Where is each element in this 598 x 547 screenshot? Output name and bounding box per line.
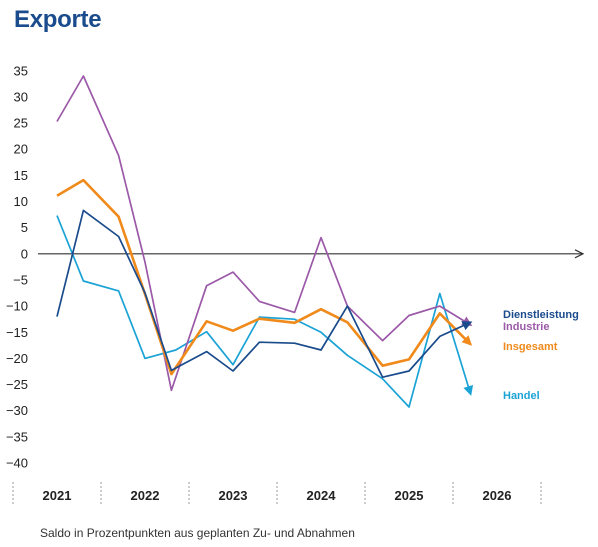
series-labels: Handel Industrie Insgesamt Dienstleistung (503, 309, 579, 402)
y-tick-label: −40 (6, 456, 28, 471)
y-tick-label: −5 (13, 272, 28, 287)
y-tick-label: 5 (21, 220, 28, 235)
chart-footnote: Saldo in Prozentpunkten aus geplanten Zu… (40, 526, 355, 540)
y-tick-label: −30 (6, 403, 28, 418)
series-line-dienstleistung (56, 209, 473, 379)
x-axis: 2021 2022 2023 2024 2025 2026 (12, 482, 542, 505)
series-line-industrie (56, 75, 473, 392)
plot-area (56, 75, 474, 408)
series-label-handel: Handel (503, 390, 540, 402)
x-tick-label: 2022 (131, 488, 160, 503)
series-label-industrie: Industrie (503, 321, 549, 333)
y-tick-label: −20 (6, 351, 28, 366)
series-label-insgesamt: Insgesamt (503, 341, 558, 353)
y-tick-label: 0 (21, 246, 28, 261)
x-tick-label: 2026 (483, 488, 512, 503)
y-tick-label: −10 (6, 299, 28, 314)
x-tick-label: 2025 (395, 488, 424, 503)
chart-title: Exporte (14, 6, 102, 33)
y-tick-label: 35 (14, 63, 28, 78)
y-tick-label: −15 (6, 325, 28, 340)
x-tick-label: 2023 (219, 488, 248, 503)
series-label-dienstleistung: Dienstleistung (503, 309, 579, 321)
y-tick-label: 10 (14, 194, 28, 209)
series-line-handel (56, 215, 474, 408)
x-tick-label: 2021 (43, 488, 72, 503)
x-tick-label: 2024 (307, 488, 337, 503)
y-axis-ticks: 35 30 25 20 15 10 5 0 −5 −10 −15 −20 −25 −30 −35 −40 (6, 63, 28, 470)
y-tick-label: 30 (14, 89, 28, 104)
series-line-insgesamt (56, 178, 473, 376)
y-tick-label: 25 (14, 116, 28, 131)
y-tick-label: 20 (14, 142, 28, 157)
y-tick-label: 15 (14, 168, 28, 183)
y-tick-label: −35 (6, 429, 28, 444)
y-tick-label: −25 (6, 377, 28, 392)
